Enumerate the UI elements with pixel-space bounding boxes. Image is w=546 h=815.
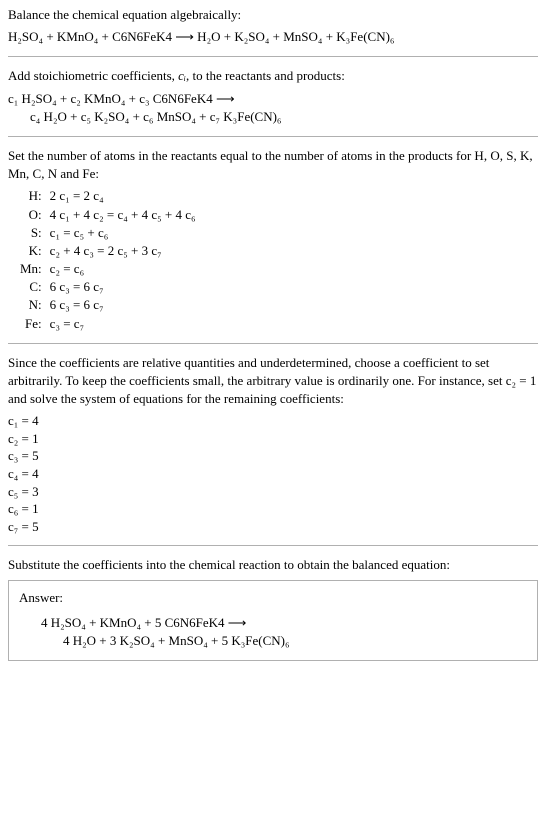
main-equation-text: H₂SO₄ + KMnO₄ + C6N6FeK4 ⟶ H₂O + K₂SO₄ +… — [8, 29, 394, 44]
substitute-intro: Substitute the coefficients into the che… — [8, 556, 538, 574]
stoich-intro-a: Add stoichiometric coefficients, — [8, 68, 178, 83]
balance-equation: 6 c₃ = 6 c₇ — [50, 278, 196, 296]
coefficient: c₆ = 1 — [8, 500, 538, 518]
coefficient: c₂ = 1 — [8, 430, 538, 448]
balance-row: Mn: c₂ = c₆ — [20, 260, 196, 278]
balance-equation: 6 c₃ = 6 c₇ — [50, 296, 196, 314]
balance-row: N: 6 c₃ = 6 c₇ — [20, 296, 196, 314]
balance-equation: c₃ = c₇ — [50, 315, 196, 333]
title-text: Balance the chemical equation algebraica… — [8, 7, 241, 22]
stoich-intro-ci: cᵢ — [178, 68, 186, 83]
divider — [8, 136, 538, 137]
stoich-intro: Add stoichiometric coefficients, cᵢ, to … — [8, 67, 538, 85]
balance-row: O: 4 c₁ + 4 c₂ = c₄ + 4 c₅ + 4 c₆ — [20, 206, 196, 224]
balance-equation: 2 c₁ = 2 c₄ — [50, 187, 196, 205]
balance-equation: 4 c₁ + 4 c₂ = c₄ + 4 c₅ + 4 c₆ — [50, 206, 196, 224]
balance-row: S: c₁ = c₅ + c₆ — [20, 224, 196, 242]
balance-element: Fe: — [20, 315, 50, 333]
balance-table: H: 2 c₁ = 2 c₄ O: 4 c₁ + 4 c₂ = c₄ + 4 c… — [20, 187, 196, 333]
substitute-intro-text: Substitute the coefficients into the che… — [8, 557, 450, 572]
balance-row: C: 6 c₃ = 6 c₇ — [20, 278, 196, 296]
balance-element: H: — [20, 187, 50, 205]
stoich-intro-b: , to the reactants and products: — [186, 68, 345, 83]
balance-element: Mn: — [20, 260, 50, 278]
coefficient: c₃ = 5 — [8, 447, 538, 465]
coefficient: c₅ = 3 — [8, 483, 538, 501]
atoms-intro: Set the number of atoms in the reactants… — [8, 147, 538, 183]
answer-line-1: 4 H₂SO₄ + KMnO₄ + 5 C6N6FeK4 ⟶ — [19, 614, 527, 632]
balance-element: C: — [20, 278, 50, 296]
coefficient: c₁ = 4 — [8, 412, 538, 430]
coefficient: c₄ = 4 — [8, 465, 538, 483]
atoms-intro-text: Set the number of atoms in the reactants… — [8, 148, 533, 181]
answer-box: Answer: 4 H₂SO₄ + KMnO₄ + 5 C6N6FeK4 ⟶ 4… — [8, 580, 538, 661]
divider — [8, 545, 538, 546]
balance-row: Fe: c₃ = c₇ — [20, 315, 196, 333]
balance-element: N: — [20, 296, 50, 314]
balance-element: K: — [20, 242, 50, 260]
coefficients-list: c₁ = 4 c₂ = 1 c₃ = 5 c₄ = 4 c₅ = 3 c₆ = … — [8, 412, 538, 535]
balance-element: O: — [20, 206, 50, 224]
answer-line-2: 4 H₂O + 3 K₂SO₄ + MnSO₄ + 5 K₃Fe(CN)₆ — [19, 632, 527, 650]
divider — [8, 56, 538, 57]
balance-equation: c₂ + 4 c₃ = 2 c₅ + 3 c₇ — [50, 242, 196, 260]
divider — [8, 343, 538, 344]
coefficient: c₇ = 5 — [8, 518, 538, 536]
choose-intro-text: Since the coefficients are relative quan… — [8, 355, 536, 406]
balance-equation: c₂ = c₆ — [50, 260, 196, 278]
main-equation: H₂SO₄ + KMnO₄ + C6N6FeK4 ⟶ H₂O + K₂SO₄ +… — [8, 28, 538, 46]
answer-label: Answer: — [19, 589, 527, 607]
balance-row: H: 2 c₁ = 2 c₄ — [20, 187, 196, 205]
balance-element: S: — [20, 224, 50, 242]
title-line: Balance the chemical equation algebraica… — [8, 6, 538, 24]
balance-equation: c₁ = c₅ + c₆ — [50, 224, 196, 242]
stoich-line-1: c₁ H₂SO₄ + c₂ KMnO₄ + c₃ C6N6FeK4 ⟶ — [8, 90, 538, 108]
stoich-line-2: c₄ H₂O + c₅ K₂SO₄ + c₆ MnSO₄ + c₇ K₃Fe(C… — [8, 108, 538, 126]
stoich-equation: c₁ H₂SO₄ + c₂ KMnO₄ + c₃ C6N6FeK4 ⟶ c₄ H… — [8, 90, 538, 126]
balance-row: K: c₂ + 4 c₃ = 2 c₅ + 3 c₇ — [20, 242, 196, 260]
choose-intro: Since the coefficients are relative quan… — [8, 354, 538, 409]
